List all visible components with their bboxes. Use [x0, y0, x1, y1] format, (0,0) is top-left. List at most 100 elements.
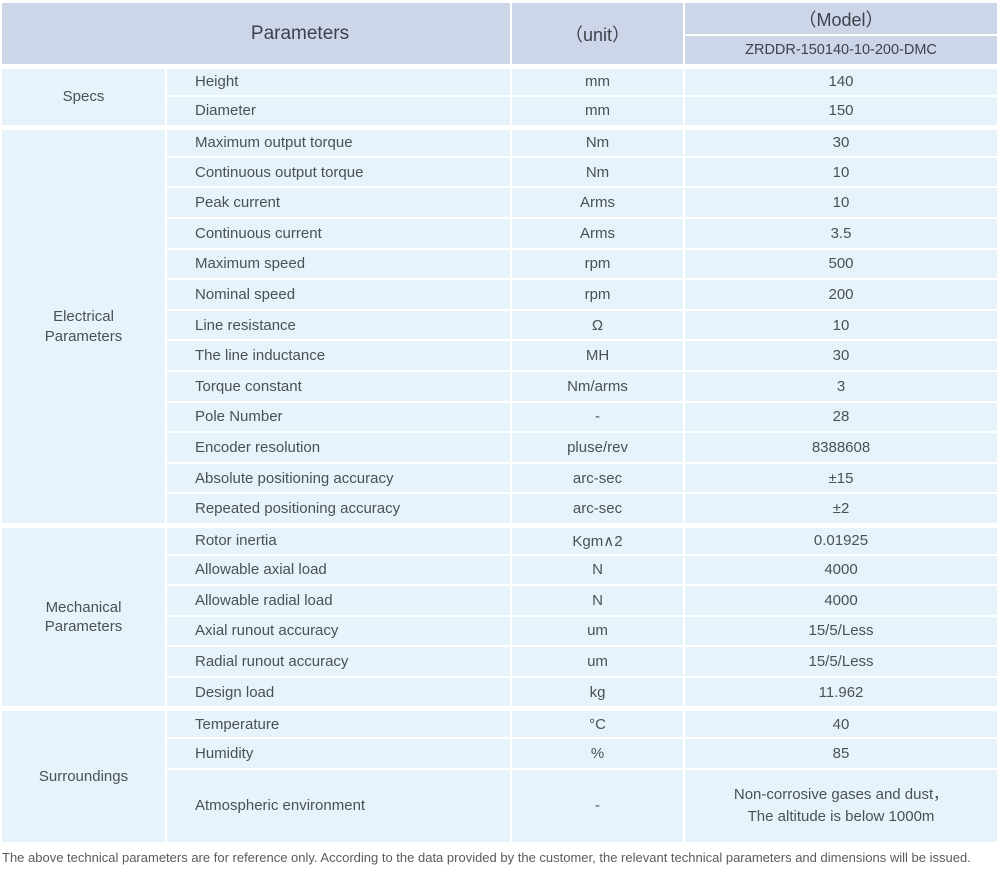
unit-cell: arc-sec: [510, 492, 684, 523]
unit-cell: mm: [510, 64, 684, 95]
value-cell: 11.962: [683, 675, 998, 707]
unit-cell: pluse/rev: [510, 431, 684, 462]
param-cell: The line inductance: [165, 339, 511, 370]
section-label-text: Electrical Parameters: [44, 308, 123, 345]
unit-cell: Nm: [510, 125, 684, 156]
table-row: Specs Height mm 140: [2, 64, 998, 126]
section-label-text: Specs: [62, 88, 105, 106]
unit-cell: kg: [510, 675, 684, 707]
param-cell: Height: [165, 64, 511, 95]
unit-cell: °C: [510, 706, 684, 738]
param-cell: Allowable radial load: [165, 584, 511, 615]
param-cell: Peak current: [165, 186, 511, 217]
unit-cell: um: [510, 645, 684, 676]
section-label-specs: Specs: [2, 64, 165, 126]
unit-cell: um: [510, 614, 684, 646]
section-label-text: Surroundings: [38, 767, 129, 785]
param-cell: Axial runout accuracy: [165, 614, 511, 646]
param-cell: Line resistance: [165, 308, 511, 340]
table-row: Humidity % 85: [2, 737, 998, 768]
parameters-header: Parameters: [2, 3, 511, 64]
param-cell: Continuous current: [165, 216, 511, 248]
table-row: Continuous output torque Nm 10: [2, 155, 998, 187]
param-cell: Torque constant: [165, 369, 511, 401]
table-row: Line resistance Ω 10: [2, 308, 998, 340]
value-cell: 4000: [683, 584, 998, 615]
param-cell: Design load: [165, 675, 511, 707]
unit-cell: Ω: [510, 308, 684, 340]
value-cell: 4000: [683, 553, 998, 585]
param-cell: Diameter: [165, 94, 511, 126]
value-cell: 0.01925: [683, 522, 998, 554]
unit-cell: Kgm∧2: [510, 522, 684, 554]
param-cell: Pole Number: [165, 400, 511, 432]
unit-cell: MH: [510, 339, 684, 370]
value-cell: Non-corrosive gases and dust， The altitu…: [683, 767, 998, 842]
unit-cell: Arms: [510, 216, 684, 248]
table-row: Pole Number - 28: [2, 400, 998, 432]
unit-cell: N: [510, 584, 684, 615]
table-row: Absolute positioning accuracy arc-sec ±1…: [2, 461, 998, 493]
param-cell: Rotor inertia: [165, 522, 511, 554]
value-cell: 85: [683, 737, 998, 768]
header-row: Parameters （unit） （Model）: [2, 3, 998, 64]
value-cell: 30: [683, 125, 998, 156]
unit-cell: rpm: [510, 247, 684, 279]
param-cell: Continuous output torque: [165, 155, 511, 187]
unit-cell: Nm/arms: [510, 369, 684, 401]
section-label-surroundings: Surroundings: [2, 706, 165, 842]
table-row: Peak current Arms 10: [2, 186, 998, 217]
unit-cell: -: [510, 767, 684, 842]
table-row: Mechanical Parameters Rotor inertia Kgm∧…: [2, 522, 998, 707]
unit-cell: Nm: [510, 155, 684, 187]
param-cell: Repeated positioning accuracy: [165, 492, 511, 523]
table-row: Torque constant Nm/arms 3: [2, 369, 998, 401]
value-cell: 3.5: [683, 216, 998, 248]
table-row: Allowable radial load N 4000: [2, 584, 998, 615]
table-row: Electrical Parameters Maximum output tor…: [2, 125, 998, 523]
unit-cell: %: [510, 737, 684, 768]
section-label-text: Mechanical Parameters: [44, 598, 123, 636]
model-row: ZRDDR-150140-10-200-DMC: [2, 34, 998, 64]
section-label-mechanical: Mechanical Parameters: [2, 522, 165, 707]
model-value: ZRDDR-150140-10-200-DMC: [683, 34, 998, 64]
value-line: Non-corrosive gases and dust，: [733, 785, 949, 803]
value-cell: 140: [683, 64, 998, 95]
value-cell: 30: [683, 339, 998, 370]
section-label-electrical: Electrical Parameters: [2, 125, 165, 523]
value-cell: 3: [683, 369, 998, 401]
table-row: Continuous current Arms 3.5: [2, 216, 998, 248]
param-cell: Atmospheric environment: [165, 767, 511, 842]
value-cell: 15/5/Less: [683, 614, 998, 646]
param-cell: Maximum output torque: [165, 125, 511, 156]
unit-header: （unit）: [510, 3, 684, 64]
value-line: The altitude is below 1000m: [747, 807, 935, 825]
footer-note: The above technical parameters are for r…: [2, 849, 971, 865]
unit-cell: -: [510, 400, 684, 432]
value-cell: 28: [683, 400, 998, 432]
spec-table: Parameters （unit） （Model） ZRDDR-150140-1…: [2, 3, 998, 842]
unit-cell: Arms: [510, 186, 684, 217]
model-header: （Model）: [683, 3, 998, 34]
unit-cell: rpm: [510, 278, 684, 309]
table-row: Atmospheric environment - Non-corrosive …: [2, 767, 998, 842]
value-cell: 500: [683, 247, 998, 279]
value-cell: 15/5/Less: [683, 645, 998, 676]
table-row: Nominal speed rpm 200: [2, 278, 998, 309]
value-cell: ±15: [683, 461, 998, 493]
table-row: Axial runout accuracy um 15/5/Less: [2, 614, 998, 646]
value-cell: 10: [683, 155, 998, 187]
table-row: Radial runout accuracy um 15/5/Less: [2, 645, 998, 676]
unit-cell: N: [510, 553, 684, 585]
value-cell: 150: [683, 94, 998, 126]
table-row: Design load kg 11.962: [2, 675, 998, 707]
param-cell: Radial runout accuracy: [165, 645, 511, 676]
table-row: Allowable axial load N 4000: [2, 553, 998, 585]
table-row: Maximum speed rpm 500: [2, 247, 998, 279]
table-row: Surroundings Temperature °C 40: [2, 706, 998, 842]
unit-cell: mm: [510, 94, 684, 126]
param-cell: Nominal speed: [165, 278, 511, 309]
param-cell: Absolute positioning accuracy: [165, 461, 511, 493]
unit-cell: arc-sec: [510, 461, 684, 493]
